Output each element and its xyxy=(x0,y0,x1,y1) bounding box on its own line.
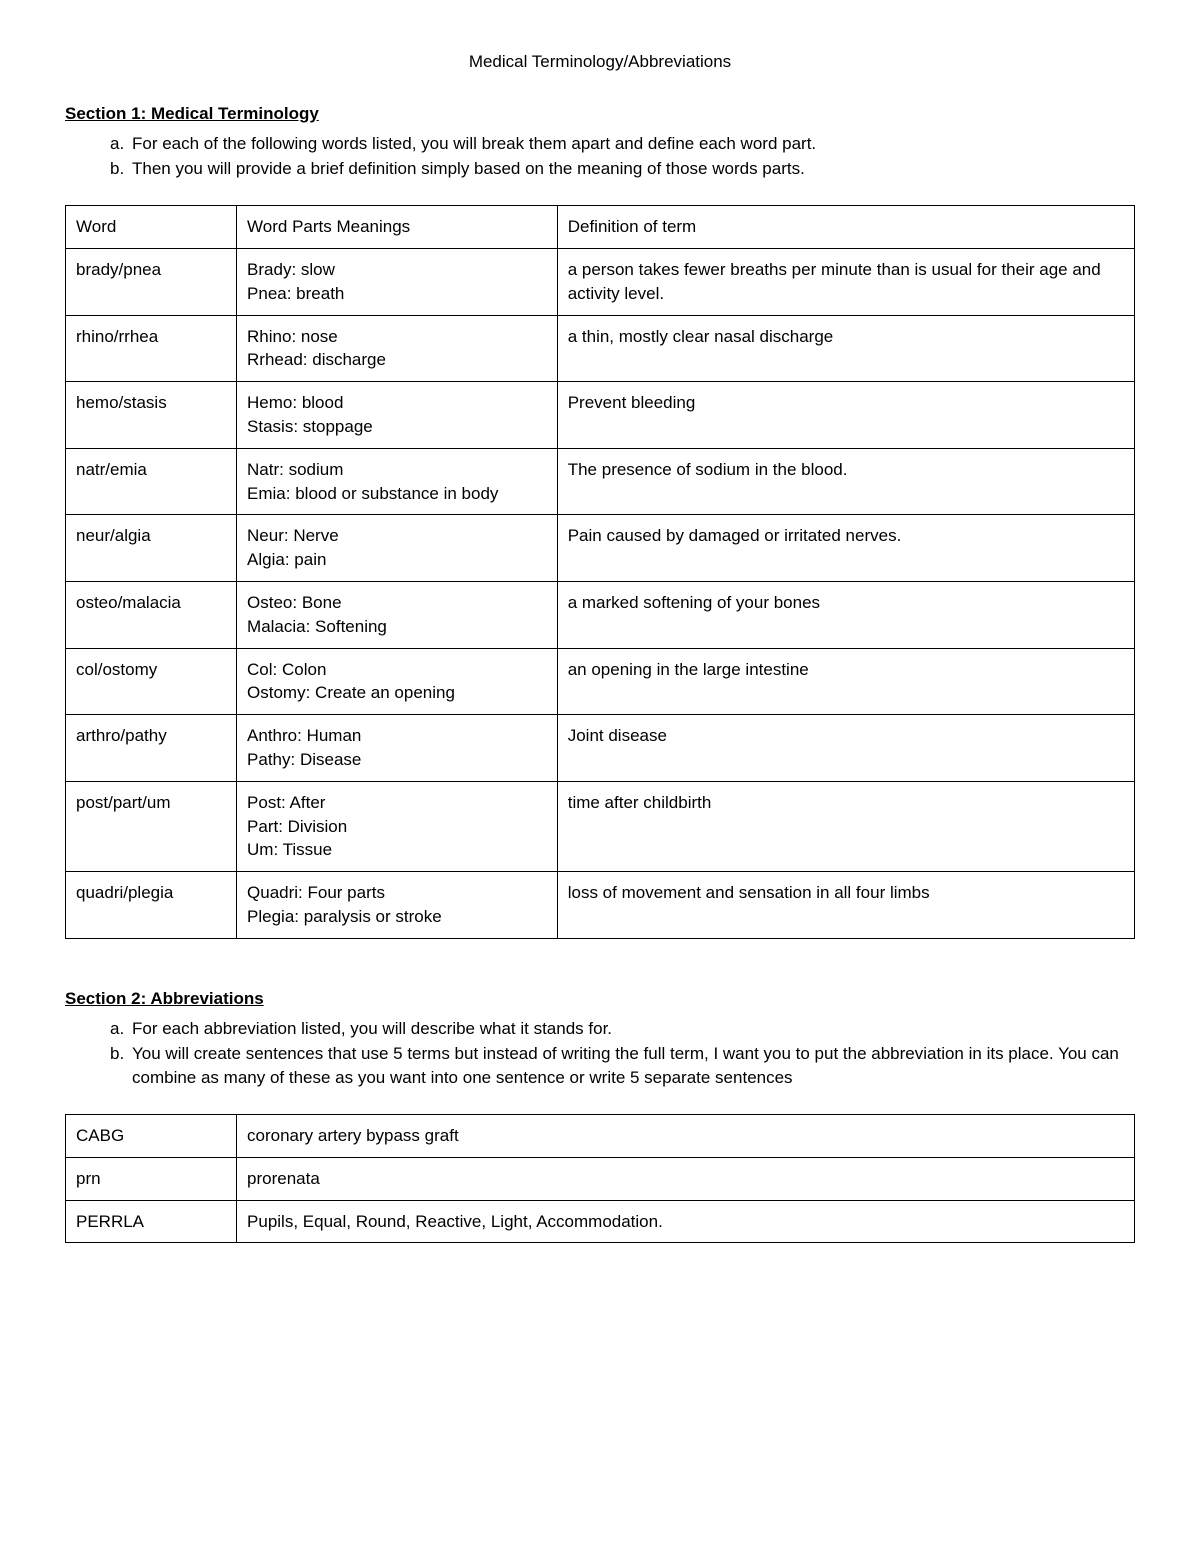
table-row: natr/emiaNatr: sodiumEmia: blood or subs… xyxy=(66,448,1135,515)
definition-cell: The presence of sodium in the blood. xyxy=(557,448,1134,515)
table-row: PERRLAPupils, Equal, Round, Reactive, Li… xyxy=(66,1200,1135,1243)
parts-cell: Rhino: noseRrhead: discharge xyxy=(237,315,558,382)
table-row: rhino/rrheaRhino: noseRrhead: dischargea… xyxy=(66,315,1135,382)
abbreviations-table: CABGcoronary artery bypass graftprnprore… xyxy=(65,1114,1135,1243)
word-cell: hemo/stasis xyxy=(66,382,237,449)
word-cell: brady/pnea xyxy=(66,248,237,315)
terminology-table: WordWord Parts MeaningsDefinition of ter… xyxy=(65,205,1135,939)
definition-cell: a marked softening of your bones xyxy=(557,581,1134,648)
word-cell: arthro/pathy xyxy=(66,715,237,782)
section2-instruction-a: For each abbreviation listed, you will d… xyxy=(110,1017,1135,1041)
table-row: quadri/plegiaQuadri: Four partsPlegia: p… xyxy=(66,872,1135,939)
table-row: arthro/pathyAnthro: HumanPathy: DiseaseJ… xyxy=(66,715,1135,782)
section1: Section 1: Medical Terminology For each … xyxy=(65,102,1135,939)
definition-cell: Prevent bleeding xyxy=(557,382,1134,449)
section1-instruction-a: For each of the following words listed, … xyxy=(110,132,1135,156)
section1-heading: Section 1: Medical Terminology xyxy=(65,102,1135,126)
table-header-cell: Word xyxy=(66,206,237,249)
table-row: neur/algiaNeur: NerveAlgia: painPain cau… xyxy=(66,515,1135,582)
parts-cell: Neur: NerveAlgia: pain xyxy=(237,515,558,582)
parts-cell: Post: AfterPart: DivisionUm: Tissue xyxy=(237,781,558,871)
section2-instructions: For each abbreviation listed, you will d… xyxy=(65,1017,1135,1090)
parts-cell: Brady: slowPnea: breath xyxy=(237,248,558,315)
definition-cell: Pain caused by damaged or irritated nerv… xyxy=(557,515,1134,582)
definition-cell: a thin, mostly clear nasal discharge xyxy=(557,315,1134,382)
section1-instructions: For each of the following words listed, … xyxy=(65,132,1135,182)
meaning-cell: prorenata xyxy=(237,1157,1135,1200)
page-title: Medical Terminology/Abbreviations xyxy=(65,50,1135,74)
word-cell: neur/algia xyxy=(66,515,237,582)
table-row: col/ostomyCol: ColonOstomy: Create an op… xyxy=(66,648,1135,715)
section2-heading: Section 2: Abbreviations xyxy=(65,987,1135,1011)
abbr-cell: PERRLA xyxy=(66,1200,237,1243)
meaning-cell: Pupils, Equal, Round, Reactive, Light, A… xyxy=(237,1200,1135,1243)
table-header-cell: Word Parts Meanings xyxy=(237,206,558,249)
parts-cell: Osteo: BoneMalacia: Softening xyxy=(237,581,558,648)
parts-cell: Hemo: bloodStasis: stoppage xyxy=(237,382,558,449)
word-cell: post/part/um xyxy=(66,781,237,871)
word-cell: osteo/malacia xyxy=(66,581,237,648)
parts-cell: Anthro: HumanPathy: Disease xyxy=(237,715,558,782)
section2: Section 2: Abbreviations For each abbrev… xyxy=(65,987,1135,1244)
table-header-row: WordWord Parts MeaningsDefinition of ter… xyxy=(66,206,1135,249)
parts-cell: Col: ColonOstomy: Create an opening xyxy=(237,648,558,715)
parts-cell: Natr: sodiumEmia: blood or substance in … xyxy=(237,448,558,515)
abbr-cell: prn xyxy=(66,1157,237,1200)
word-cell: rhino/rrhea xyxy=(66,315,237,382)
abbr-cell: CABG xyxy=(66,1114,237,1157)
definition-cell: loss of movement and sensation in all fo… xyxy=(557,872,1134,939)
definition-cell: a person takes fewer breaths per minute … xyxy=(557,248,1134,315)
section2-instruction-b: You will create sentences that use 5 ter… xyxy=(110,1042,1135,1090)
table-header-cell: Definition of term xyxy=(557,206,1134,249)
word-cell: quadri/plegia xyxy=(66,872,237,939)
word-cell: natr/emia xyxy=(66,448,237,515)
table-row: osteo/malaciaOsteo: BoneMalacia: Softeni… xyxy=(66,581,1135,648)
definition-cell: time after childbirth xyxy=(557,781,1134,871)
table-row: post/part/umPost: AfterPart: DivisionUm:… xyxy=(66,781,1135,871)
word-cell: col/ostomy xyxy=(66,648,237,715)
table-row: hemo/stasisHemo: bloodStasis: stoppagePr… xyxy=(66,382,1135,449)
table-row: CABGcoronary artery bypass graft xyxy=(66,1114,1135,1157)
table-row: brady/pneaBrady: slowPnea: breatha perso… xyxy=(66,248,1135,315)
meaning-cell: coronary artery bypass graft xyxy=(237,1114,1135,1157)
section1-instruction-b: Then you will provide a brief definition… xyxy=(110,157,1135,181)
definition-cell: Joint disease xyxy=(557,715,1134,782)
parts-cell: Quadri: Four partsPlegia: paralysis or s… xyxy=(237,872,558,939)
table-row: prnprorenata xyxy=(66,1157,1135,1200)
definition-cell: an opening in the large intestine xyxy=(557,648,1134,715)
